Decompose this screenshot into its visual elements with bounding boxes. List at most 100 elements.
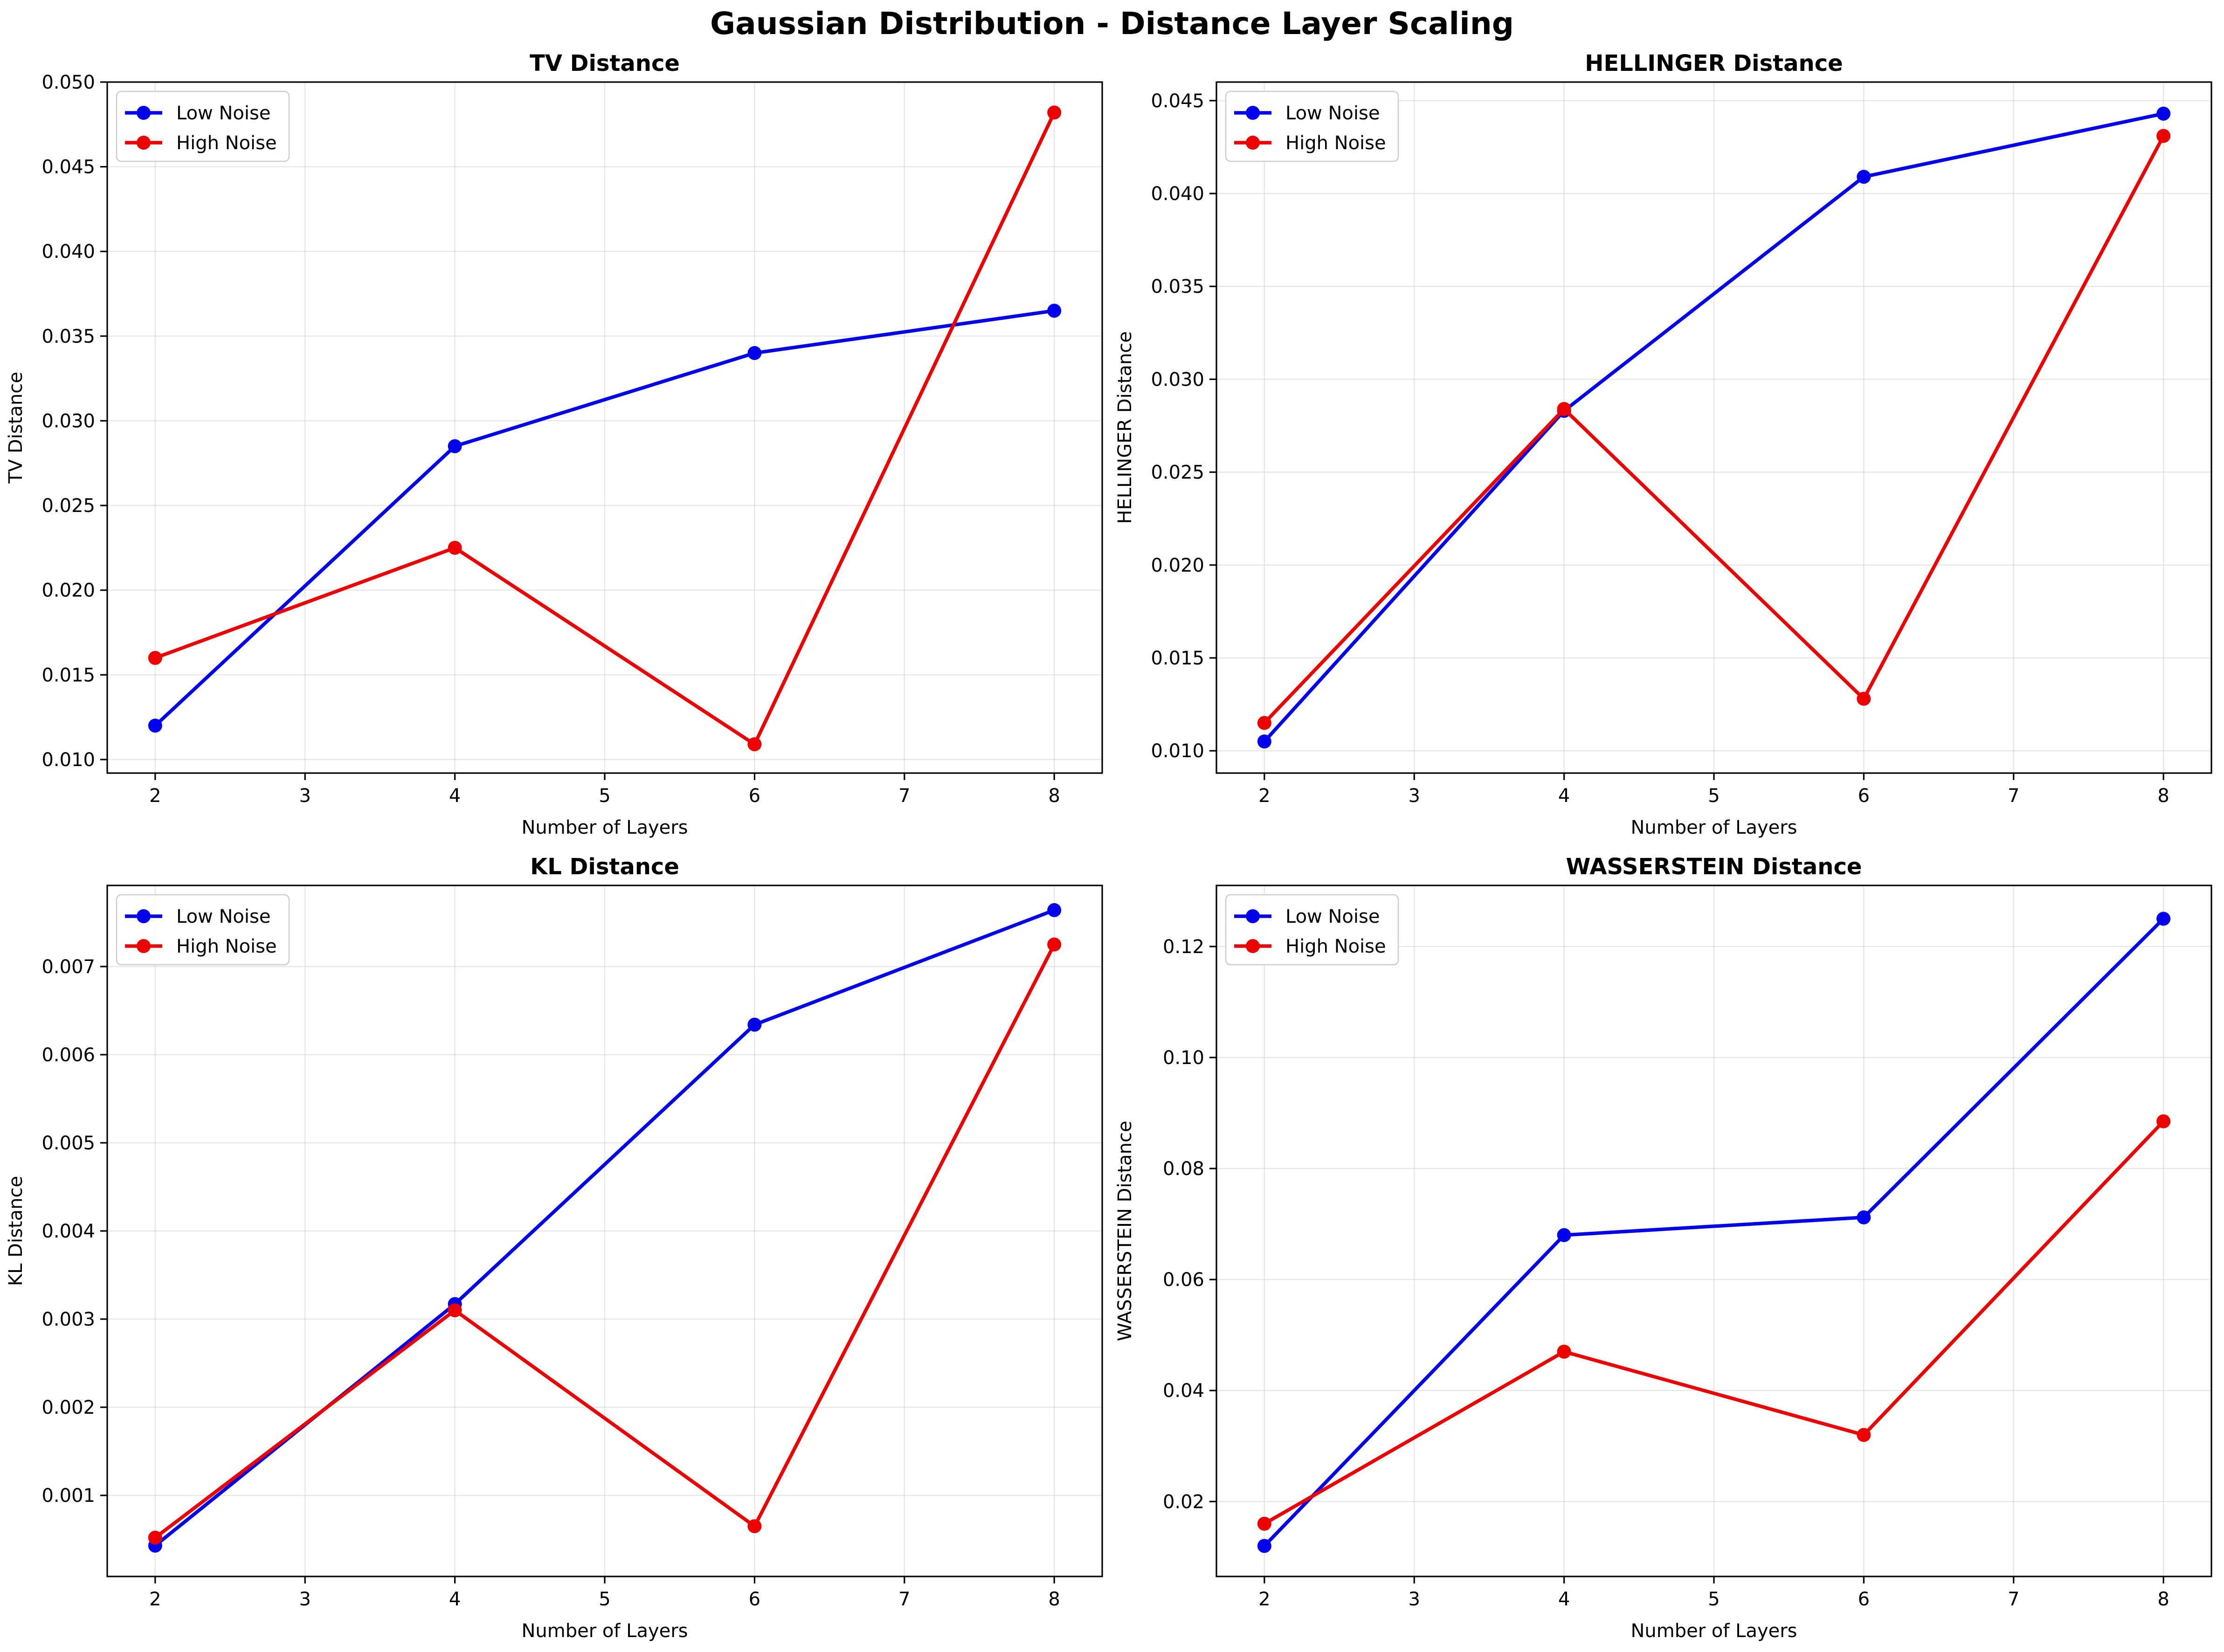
x-axis-label: Number of Layers bbox=[521, 1620, 688, 1642]
subplot-4: 2 3 4 5 6 7 8 0.02 0.04 0.06 0.08 0.10 0.12 WASSERSTE… bbox=[1114, 854, 2212, 1642]
legend-marker bbox=[1246, 909, 1260, 923]
data-point bbox=[1557, 1344, 1571, 1359]
y-tick-label: 0.004 bbox=[41, 1221, 95, 1242]
legend-marker bbox=[1246, 939, 1260, 953]
legend: Low Noise High Noise bbox=[116, 90, 290, 162]
data-point bbox=[448, 1303, 462, 1318]
x-axis-label: Number of Layers bbox=[521, 817, 688, 838]
y-tick-label: 0.045 bbox=[41, 157, 95, 178]
x-tick-label: 8 bbox=[1048, 785, 1060, 807]
x-tick-label: 7 bbox=[2008, 785, 2019, 807]
data-point bbox=[1857, 170, 1871, 184]
y-tick-label: 0.030 bbox=[1151, 369, 1204, 390]
y-tick-label: 0.006 bbox=[41, 1044, 95, 1066]
subplot-title: KL Distance bbox=[530, 854, 679, 880]
figure-title: Gaussian Distribution - Distance Layer S… bbox=[710, 6, 1514, 41]
y-tick-label: 0.10 bbox=[1163, 1047, 1204, 1069]
x-tick-label: 5 bbox=[599, 785, 610, 807]
y-axis-label: HELLINGER Distance bbox=[1114, 331, 1136, 524]
data-point bbox=[747, 1017, 762, 1032]
legend-marker bbox=[137, 106, 151, 120]
y-tick-label: 0.040 bbox=[1151, 183, 1204, 205]
x-tick-label: 7 bbox=[898, 1589, 910, 1610]
series-line-high-noise bbox=[153, 110, 1057, 746]
x-tick-label: 4 bbox=[1558, 785, 1570, 807]
legend-entry-low-noise: Low Noise bbox=[176, 906, 270, 927]
y-tick-label: 0.002 bbox=[41, 1397, 95, 1418]
y-tick-label: 0.015 bbox=[1151, 648, 1204, 669]
x-tick-label: 6 bbox=[749, 1589, 760, 1610]
data-point bbox=[1257, 734, 1271, 749]
y-tick-label: 0.025 bbox=[1151, 462, 1204, 484]
legend-marker bbox=[1246, 136, 1260, 150]
data-point bbox=[448, 439, 462, 453]
data-point bbox=[1047, 105, 1062, 120]
x-tick-label: 4 bbox=[449, 785, 461, 807]
y-tick-label: 0.02 bbox=[1163, 1491, 1204, 1513]
data-point bbox=[2156, 129, 2171, 143]
data-point bbox=[1557, 1228, 1571, 1242]
x-tick-label: 2 bbox=[1258, 1589, 1270, 1610]
y-tick-label: 0.001 bbox=[41, 1485, 95, 1507]
y-tick-label: 0.010 bbox=[1151, 740, 1204, 762]
series-line-low-noise bbox=[1262, 916, 2166, 1548]
y-axis-label: TV Distance bbox=[5, 372, 27, 484]
x-tick-label: 2 bbox=[149, 1589, 161, 1610]
legend-marker bbox=[1246, 106, 1260, 120]
data-point bbox=[1557, 402, 1571, 416]
data-point bbox=[1857, 1428, 1871, 1442]
x-tick-label: 3 bbox=[299, 1589, 311, 1610]
data-point bbox=[1857, 691, 1871, 706]
x-tick-label: 7 bbox=[2008, 1589, 2019, 1610]
y-tick-label: 0.005 bbox=[41, 1133, 95, 1154]
data-point bbox=[448, 540, 462, 555]
series-line-low-noise bbox=[152, 309, 1057, 728]
legend-entry-high-noise: High Noise bbox=[176, 132, 277, 154]
y-tick-label: 0.020 bbox=[1151, 555, 1204, 576]
legend-entry-high-noise: High Noise bbox=[1285, 132, 1386, 154]
y-axis-label: KL Distance bbox=[5, 1176, 27, 1286]
y-axis-label: WASSERSTEIN Distance bbox=[1114, 1120, 1136, 1341]
y-tick-label: 0.12 bbox=[1163, 936, 1204, 958]
data-point bbox=[2156, 106, 2171, 121]
x-tick-label: 8 bbox=[2157, 1589, 2169, 1610]
legend-entry-low-noise: Low Noise bbox=[1285, 906, 1380, 927]
legend-entry-low-noise: Low Noise bbox=[176, 103, 270, 124]
data-point bbox=[1257, 1539, 1271, 1553]
legend: Low Noise High Noise bbox=[1225, 90, 1399, 162]
y-tick-label: 0.030 bbox=[41, 410, 95, 432]
y-tick-label: 0.08 bbox=[1163, 1158, 1204, 1180]
y-tick-label: 0.003 bbox=[41, 1309, 95, 1330]
y-tick-label: 0.020 bbox=[41, 580, 95, 601]
data-point bbox=[148, 1530, 162, 1545]
y-tick-label: 0.035 bbox=[1151, 276, 1204, 297]
y-tick-label: 0.050 bbox=[41, 72, 95, 93]
data-point bbox=[747, 346, 762, 360]
data-point bbox=[2156, 1114, 2171, 1128]
x-tick-label: 3 bbox=[1409, 1589, 1420, 1610]
x-tick-label: 4 bbox=[1558, 1589, 1570, 1610]
x-tick-label: 7 bbox=[898, 785, 910, 807]
legend-marker bbox=[137, 136, 151, 150]
data-point bbox=[1047, 903, 1062, 917]
subplot-2: 2 3 4 5 6 7 8 0.010 0.015 0.020 0.025 0.030 0.035 0.0… bbox=[1114, 50, 2212, 838]
data-point bbox=[148, 651, 162, 665]
legend-entry-high-noise: High Noise bbox=[176, 936, 277, 957]
legend-marker bbox=[137, 939, 151, 953]
y-tick-label: 0.007 bbox=[41, 956, 95, 978]
x-tick-label: 3 bbox=[1409, 785, 1420, 807]
legend: Low Noise High Noise bbox=[116, 894, 290, 966]
x-tick-label: 6 bbox=[1858, 1589, 1870, 1610]
y-tick-label: 0.025 bbox=[41, 495, 95, 517]
y-tick-label: 0.015 bbox=[41, 664, 95, 686]
x-tick-label: 5 bbox=[599, 1589, 610, 1610]
series-line-low-noise bbox=[1262, 111, 2166, 744]
data-point bbox=[1047, 304, 1062, 318]
data-point bbox=[148, 719, 162, 733]
x-tick-label: 4 bbox=[449, 1589, 461, 1610]
data-point bbox=[2156, 912, 2171, 926]
series-line-high-noise bbox=[1262, 133, 2166, 726]
x-tick-label: 5 bbox=[1708, 785, 1720, 807]
x-axis-label: Number of Layers bbox=[1630, 817, 1797, 838]
